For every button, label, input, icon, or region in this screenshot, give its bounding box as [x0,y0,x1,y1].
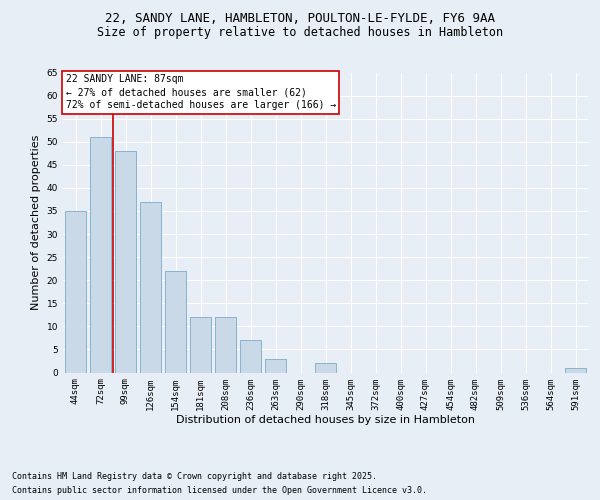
Text: Size of property relative to detached houses in Hambleton: Size of property relative to detached ho… [97,26,503,39]
Y-axis label: Number of detached properties: Number of detached properties [31,135,41,310]
Bar [215,317,236,372]
Bar [90,137,111,372]
Text: Contains public sector information licensed under the Open Government Licence v3: Contains public sector information licen… [12,486,427,495]
Text: 22, SANDY LANE, HAMBLETON, POULTON-LE-FYLDE, FY6 9AA: 22, SANDY LANE, HAMBLETON, POULTON-LE-FY… [105,12,495,26]
Bar [265,358,286,372]
Bar [565,368,586,372]
Bar [140,202,161,372]
Bar [240,340,261,372]
Bar [65,211,86,372]
Bar [115,151,136,372]
X-axis label: Distribution of detached houses by size in Hambleton: Distribution of detached houses by size … [176,415,475,425]
Bar [315,364,336,372]
Text: 22 SANDY LANE: 87sqm
← 27% of detached houses are smaller (62)
72% of semi-detac: 22 SANDY LANE: 87sqm ← 27% of detached h… [65,74,336,110]
Bar [165,271,186,372]
Text: Contains HM Land Registry data © Crown copyright and database right 2025.: Contains HM Land Registry data © Crown c… [12,472,377,481]
Bar [190,317,211,372]
